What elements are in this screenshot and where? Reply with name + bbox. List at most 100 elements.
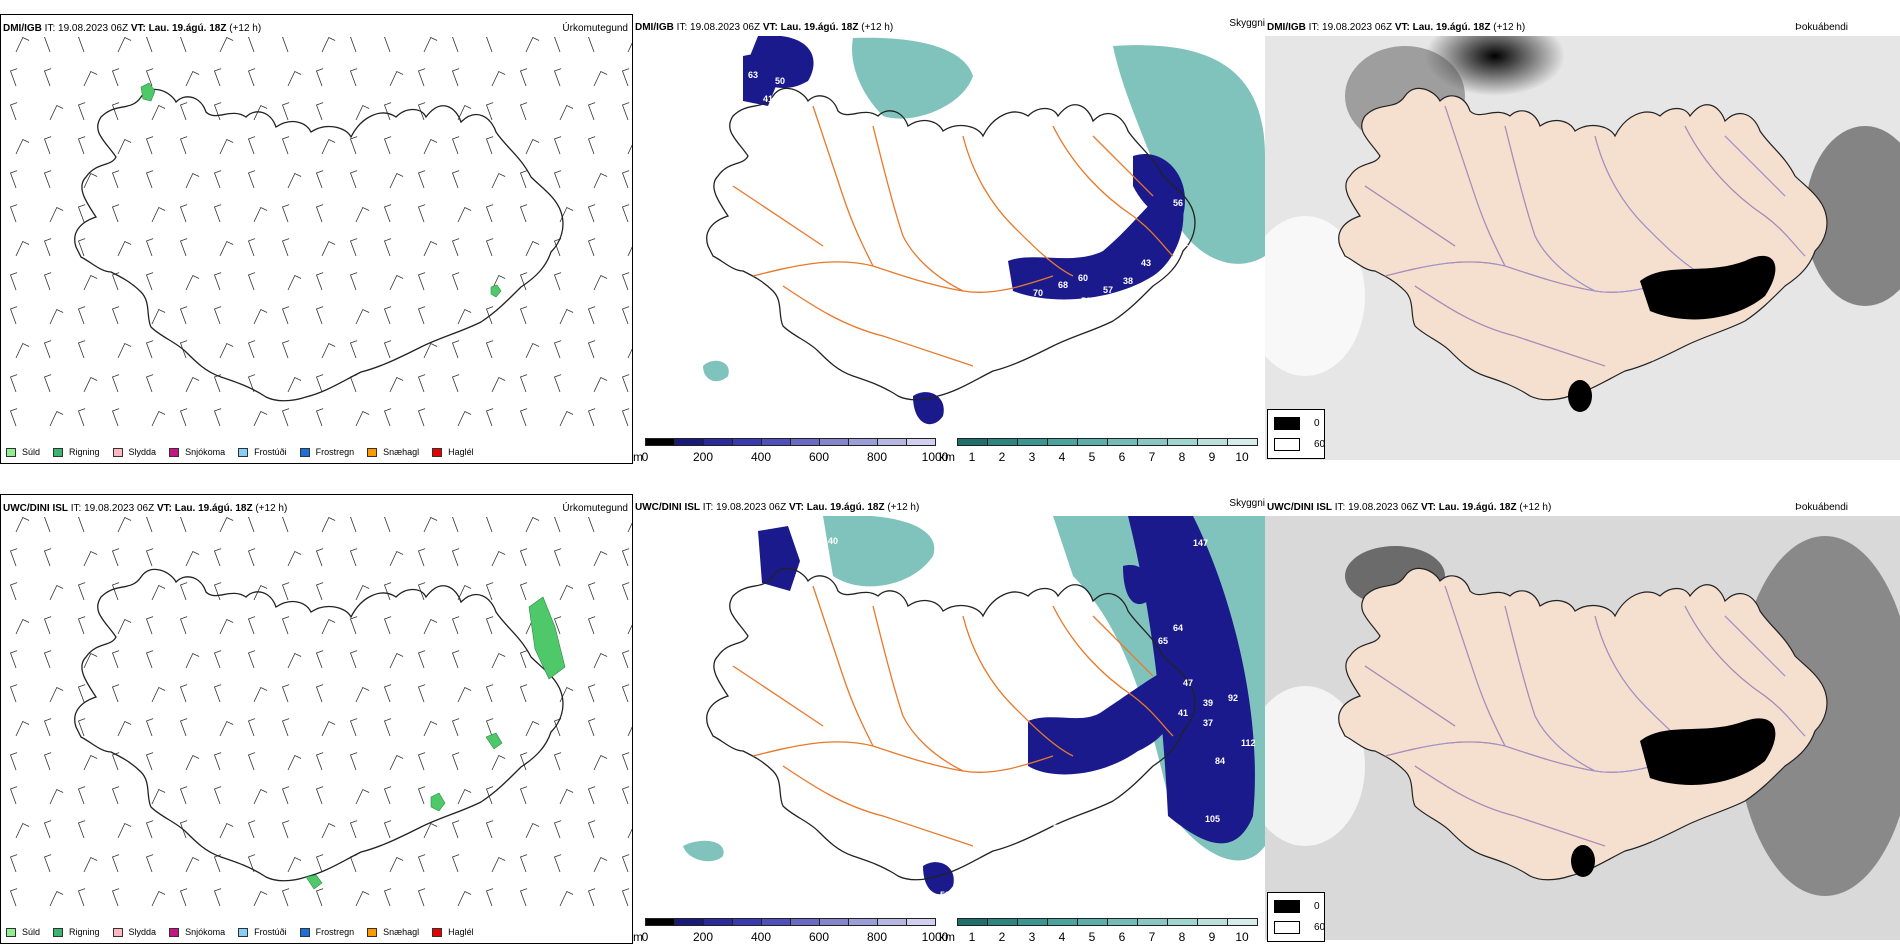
wind-barb [553, 340, 562, 359]
river-line [1504, 605, 1596, 772]
cloud-base-colorbar: m 0 200 400 600 800 1000 [633, 918, 948, 944]
colorbar-segment [674, 438, 704, 446]
wind-barb [355, 410, 370, 427]
colorbar-segment [1167, 918, 1198, 926]
wind-barb [593, 652, 608, 669]
road-network [732, 585, 1174, 847]
cloud-base-value: 47 [1183, 678, 1193, 688]
wind-barb [485, 136, 494, 155]
colorbar-segment [848, 438, 878, 446]
wind-barb [457, 308, 472, 325]
colorbar-segment [877, 438, 907, 446]
wind-barb [593, 70, 608, 87]
precip-panel-row2: UWC/DINI ISL IT: 19.08.2023 06Z VT: Lau.… [0, 494, 633, 944]
wind-barb [621, 548, 630, 567]
wind-barb [621, 408, 630, 427]
legend-label: Snæhagl [383, 447, 420, 457]
fog-legend-item: 0 [1274, 417, 1320, 430]
wind-barb [587, 718, 596, 737]
wind-barb [587, 684, 596, 703]
colorbar-tick-label: 10 [1235, 930, 1249, 944]
road-line [782, 765, 974, 847]
fog-legend-swatch [1274, 900, 1300, 913]
wind-barb [185, 754, 200, 771]
wind-barb [9, 68, 18, 87]
road-line [962, 135, 1074, 277]
wind-barb [9, 272, 18, 291]
wind-barb [621, 888, 630, 907]
wind-barb [43, 68, 52, 87]
lead-time: (+12 h) [887, 502, 920, 513]
wind-barb [491, 856, 506, 873]
visibility-areas [703, 37, 1265, 382]
precip-legend: Súld Rigning Slydda Snjókoma Frostúði Frostre… [6, 927, 487, 937]
wind-barb [315, 204, 324, 223]
wind-barb [146, 37, 153, 53]
wind-barb [417, 374, 426, 393]
wind-barb [355, 308, 370, 325]
colorbar-tick-label: 800 [866, 450, 888, 464]
wind-barb [145, 820, 154, 839]
wind-barb [525, 138, 540, 155]
lead-time: (+12 h) [255, 503, 288, 514]
wind-barb [593, 754, 608, 771]
road-network [732, 105, 1174, 367]
colorbar-tick-label: 9 [1208, 450, 1216, 464]
wind-barb [452, 37, 459, 53]
wind-barb [491, 652, 506, 669]
wind-barb [213, 68, 222, 87]
wind-barb [111, 170, 120, 189]
wind-barb [213, 786, 222, 805]
wind-barb [282, 517, 289, 533]
wind-barb [281, 408, 290, 427]
wind-barb [49, 686, 64, 703]
colorbar-tick-label: 400 [750, 930, 772, 944]
wind-barb [423, 822, 438, 839]
colorbar-tick-label: 2 [998, 450, 1006, 464]
river-line [1684, 125, 1806, 257]
wind-barb [78, 517, 85, 533]
wind-barb [44, 37, 51, 53]
colorbar-segment [1197, 438, 1228, 446]
cloud-base-value: 41 [1178, 238, 1188, 248]
legend-swatch [432, 447, 443, 457]
colorbar-segment [703, 438, 733, 446]
wind-barb [384, 517, 391, 533]
init-time: IT: 19.08.2023 06Z [44, 23, 129, 34]
wind-barb [43, 752, 52, 771]
wind-barb [525, 37, 540, 53]
wind-barb [355, 206, 370, 223]
wind-barb [77, 684, 86, 703]
legend-item: Frostregn [299, 447, 354, 457]
legend-swatch [6, 927, 16, 937]
wind-barb [247, 170, 256, 189]
wind-barb [146, 517, 153, 533]
wind-barb [281, 306, 290, 325]
legend-swatch [238, 447, 249, 457]
colorbar-segment [957, 918, 988, 926]
wind-barb [383, 820, 392, 839]
wind-barb [219, 822, 234, 839]
cloud-base-value: 68 [1058, 280, 1068, 290]
river-line [1384, 741, 1686, 773]
wind-barb [219, 138, 234, 155]
wind-barb [281, 582, 290, 601]
wind-barb [315, 102, 324, 121]
colorbar-segment [732, 918, 762, 926]
legend-item: Snjókoma [169, 927, 225, 937]
colorbar-segment [703, 918, 733, 926]
legend-item: Frostregn [299, 927, 354, 937]
wind-barb [417, 650, 426, 669]
wind-barb [383, 616, 392, 635]
wind-barb [321, 720, 336, 737]
wind-barb [111, 204, 120, 223]
wind-barb [15, 138, 30, 155]
wind-barb [15, 37, 30, 53]
wind-barb [213, 752, 222, 771]
wind-barb [253, 686, 268, 703]
fog-legend-swatch [1274, 417, 1300, 430]
wind-barb [627, 624, 632, 635]
wind-barb [9, 548, 18, 567]
wind-barb [349, 238, 358, 257]
wind-barb [281, 340, 290, 359]
